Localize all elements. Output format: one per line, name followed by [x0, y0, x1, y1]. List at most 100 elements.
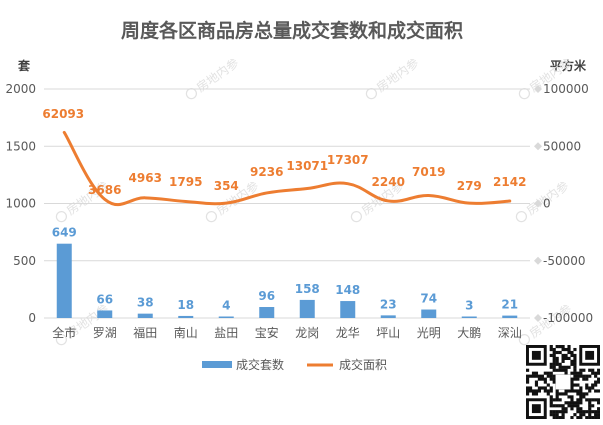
- qr-module: [555, 410, 559, 414]
- qr-module: [543, 371, 547, 375]
- qr-module: [573, 377, 577, 381]
- qr-module: [573, 404, 577, 408]
- qr-module: [561, 347, 565, 352]
- qr-module: [567, 365, 571, 369]
- category-label: 宝安: [255, 325, 279, 340]
- qr-module: [582, 368, 586, 372]
- qr-module: [531, 392, 536, 396]
- category-label: 福田: [133, 325, 157, 340]
- qr-module: [588, 407, 592, 411]
- qr-finder-core: [585, 350, 595, 360]
- qr-module: [591, 368, 595, 372]
- qr-module: [576, 371, 580, 375]
- bar-value-label: 21: [501, 298, 518, 312]
- qr-module: [546, 383, 550, 387]
- category-label: 坪山: [376, 326, 400, 340]
- qr-module: [588, 410, 592, 414]
- line-value-label: 13071: [286, 159, 328, 173]
- qr-module: [534, 392, 539, 396]
- bar-value-label: 148: [335, 283, 360, 297]
- qr-module: [555, 416, 559, 419]
- legend-swatch-bar: [202, 361, 232, 368]
- watermark-icon: [518, 334, 531, 346]
- qr-module: [573, 368, 577, 372]
- qr-module: [526, 377, 530, 381]
- qr-module: [594, 398, 598, 402]
- qr-module: [558, 404, 562, 408]
- right-tick-marker: [534, 314, 542, 322]
- qr-module: [570, 350, 574, 355]
- bar-value-label: 158: [295, 282, 320, 296]
- qr-module: [552, 362, 556, 366]
- qr-module: [597, 413, 600, 417]
- qr-module: [570, 380, 574, 384]
- bar: [461, 316, 477, 318]
- qr-module: [528, 389, 533, 393]
- qr-code: [526, 345, 600, 419]
- qr-module: [549, 371, 553, 375]
- line-value-label: 2240: [372, 175, 405, 189]
- qr-module: [585, 416, 589, 419]
- qr-module: [594, 413, 598, 417]
- qr-module: [573, 347, 577, 352]
- qr-module: [567, 345, 571, 349]
- qr-module: [591, 398, 595, 402]
- line-value-label: 354: [214, 179, 239, 193]
- qr-module: [576, 404, 580, 408]
- qr-module: [546, 374, 550, 378]
- qr-module: [585, 383, 589, 387]
- qr-module: [555, 359, 559, 363]
- qr-module: [576, 410, 580, 414]
- qr-module: [582, 377, 586, 381]
- right-tick-label: -100000: [543, 311, 593, 325]
- category-label: 深汕: [498, 326, 522, 340]
- qr-module: [579, 371, 583, 375]
- qr-module: [579, 398, 583, 402]
- qr-module: [579, 392, 583, 396]
- bar-series: [56, 243, 518, 318]
- qr-module: [570, 398, 574, 402]
- qr-module: [579, 401, 583, 405]
- qr-module: [561, 404, 565, 408]
- qr-module: [588, 368, 592, 372]
- qr-module: [552, 365, 556, 369]
- qr-module: [576, 383, 580, 387]
- qr-module: [588, 401, 592, 405]
- qr-module: [591, 410, 595, 414]
- qr-module: [555, 350, 559, 355]
- qr-module: [597, 368, 600, 372]
- qr-module: [561, 356, 565, 360]
- qr-finder-core: [531, 404, 541, 414]
- qr-module: [582, 413, 586, 417]
- qr-module: [537, 386, 541, 390]
- category-label: 全市: [52, 325, 76, 340]
- qr-module: [570, 416, 574, 419]
- qr-module: [573, 383, 577, 387]
- bar-value-label: 3: [465, 299, 473, 313]
- right-tick-label: 100000: [543, 82, 589, 96]
- bar-value-label: 66: [96, 292, 113, 306]
- qr-module: [549, 413, 553, 417]
- category-label: 光明: [417, 326, 441, 340]
- category-label: 龙华: [336, 326, 360, 340]
- qr-module: [558, 362, 562, 366]
- qr-module: [534, 374, 539, 378]
- qr-module: [588, 398, 592, 402]
- qr-module: [582, 392, 586, 396]
- qr-module: [555, 389, 559, 393]
- qr-module: [549, 389, 553, 393]
- qr-module: [526, 386, 530, 390]
- qr-module: [576, 398, 580, 402]
- bar: [340, 301, 356, 318]
- qr-module: [543, 386, 547, 390]
- qr-module: [552, 353, 556, 358]
- qr-module: [588, 389, 592, 393]
- bar-value-label: 4: [222, 299, 230, 313]
- watermark-icon: [185, 88, 198, 100]
- qr-module: [555, 356, 559, 360]
- qr-module: [576, 416, 580, 419]
- left-tick-label: 1000: [5, 197, 36, 211]
- qr-module: [555, 413, 559, 417]
- left-tick-label: 1500: [5, 139, 36, 153]
- qr-module: [564, 347, 568, 352]
